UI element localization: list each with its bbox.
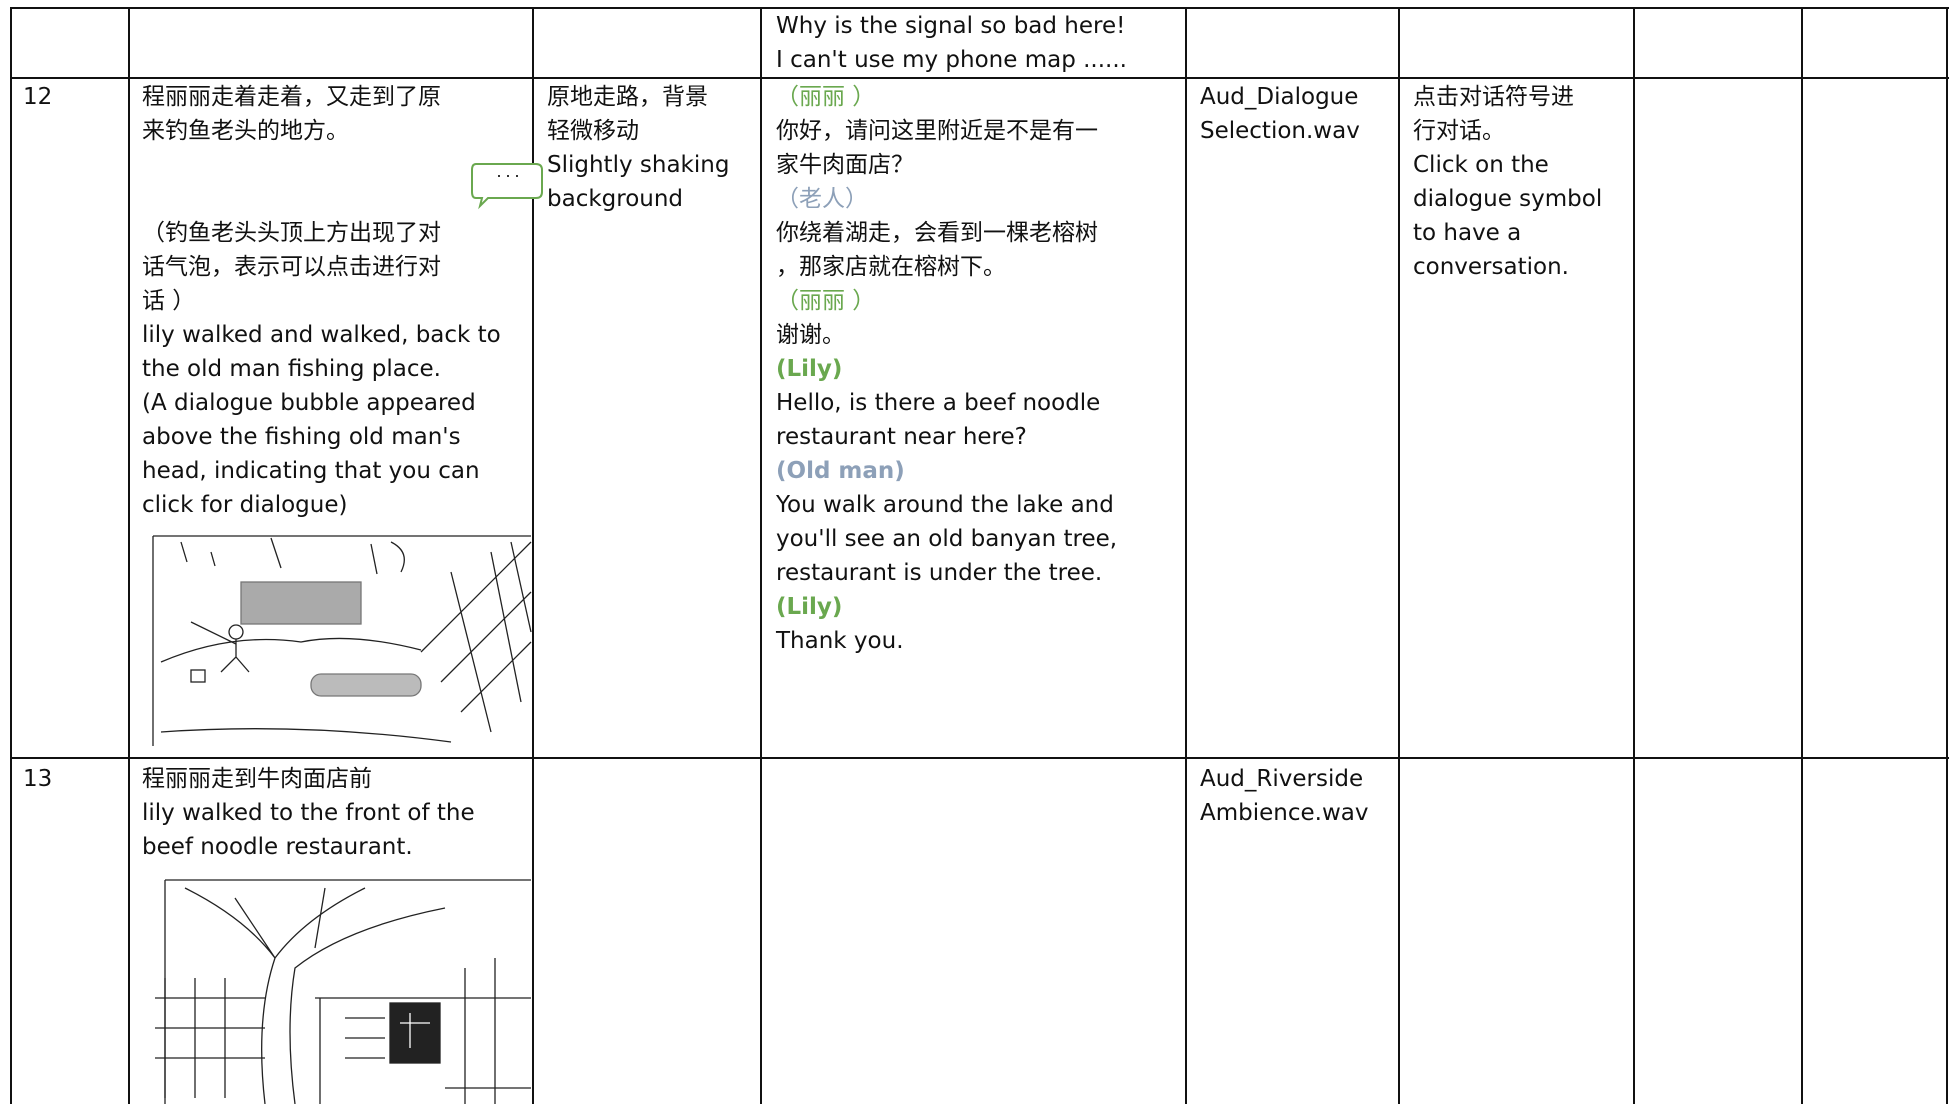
- text-line: Selection.wav: [1200, 118, 1360, 144]
- text-line: （钓鱼老头头顶上方出现了对: [142, 220, 441, 246]
- text-line: I can't use my phone map ......: [776, 47, 1127, 73]
- text-line: restaurant is under the tree.: [776, 560, 1103, 586]
- text-line: head, indicating that you can: [142, 458, 480, 484]
- text-line: lily walked to the front of the: [142, 800, 475, 826]
- text-line: conversation.: [1413, 254, 1569, 280]
- scene-number: 12: [23, 84, 53, 110]
- speaker-label: （丽丽 ）: [776, 288, 876, 314]
- text-line: dialogue symbol: [1413, 186, 1603, 212]
- column-border: [128, 7, 130, 1104]
- column-border: [1801, 7, 1803, 1104]
- text-line: 话气泡，表示可以点击进行对: [142, 254, 441, 280]
- text-line: 你好，请问这里附近是不是有一: [776, 118, 1098, 144]
- text-line: Hello, is there a beef noodle: [776, 390, 1101, 416]
- text-line: beef noodle restaurant.: [142, 834, 413, 860]
- text-line: you'll see an old banyan tree,: [776, 526, 1118, 552]
- text-line: 家牛肉面店？: [776, 152, 914, 178]
- column-border: [1398, 7, 1400, 1104]
- text-line: Thank you.: [776, 628, 904, 654]
- text-line: 来钓鱼老头的地方。: [142, 118, 349, 144]
- column-border: [1185, 7, 1187, 1104]
- text-line: background: [547, 186, 684, 212]
- column-border: [1946, 7, 1948, 1104]
- text-line: Aud_Dialogue: [1200, 84, 1359, 110]
- speaker-label: (Lily): [776, 594, 843, 620]
- description-cell: 程丽丽走着走着，又走到了原 来钓鱼老头的地方。 （钓鱼老头头顶上方出现了对 话气泡，表…: [142, 80, 501, 522]
- text-line: to have a: [1413, 220, 1522, 246]
- speaker-label: （丽丽 ）: [776, 84, 876, 110]
- text-line: 行对话。: [1413, 118, 1505, 144]
- dialogue-cell: （丽丽 ） 你好，请问这里附近是不是有一 家牛肉面店？ （老人） 你绕着湖走，会看到一棵…: [776, 80, 1117, 658]
- text-line: ，那家店就在榕树下。: [776, 254, 1006, 280]
- text-line: 程丽丽走着走着，又走到了原: [142, 84, 441, 110]
- row-border: [10, 7, 1949, 9]
- dialogue-cell: Why is the signal so bad here! I can't us…: [776, 9, 1127, 77]
- text-line: Why is the signal so bad here!: [776, 13, 1126, 39]
- speaker-label: (Old man): [776, 458, 905, 484]
- paragraph: 程丽丽走着走着，又走到了原 来钓鱼老头的地方。: [142, 80, 501, 148]
- speaker-label: (Lily): [776, 356, 843, 382]
- column-border: [532, 7, 534, 1104]
- text-line: Slightly shaking: [547, 152, 730, 178]
- audio-cell: Aud_Riverside Ambience.wav: [1200, 762, 1368, 830]
- text-line: 你绕着湖走，会看到一棵老榕树: [776, 220, 1098, 246]
- row-border: [10, 757, 1949, 759]
- audio-cell: Aud_Dialogue Selection.wav: [1200, 80, 1360, 148]
- column-border: [10, 7, 12, 1104]
- text-line: You walk around the lake and: [776, 492, 1114, 518]
- text-line: 谢谢。: [776, 322, 845, 348]
- text-line: click for dialogue): [142, 492, 348, 518]
- text-line: restaurant near here?: [776, 424, 1027, 450]
- motion-cell: 原地走路，背景 轻微移动 Slightly shaking background: [547, 80, 729, 216]
- text-line: (A dialogue bubble appeared: [142, 390, 476, 416]
- speaker-label: （老人）: [776, 186, 868, 212]
- paragraph: 程丽丽走到牛肉面店前 lily walked to the front of th…: [142, 762, 475, 864]
- scene-number: 13: [23, 766, 53, 792]
- dialogue-bubble-icon: [471, 163, 543, 210]
- paragraph: （钓鱼老头头顶上方出现了对 话气泡，表示可以点击进行对话 ） lily walked…: [142, 216, 501, 522]
- text-line: Click on the: [1413, 152, 1549, 178]
- text-line: 话 ）: [142, 288, 196, 314]
- text-line: 程丽丽走到牛肉面店前: [142, 766, 372, 792]
- text-line: Aud_Riverside: [1200, 766, 1364, 792]
- description-cell: 程丽丽走到牛肉面店前 lily walked to the front of th…: [142, 762, 475, 864]
- interaction-cell: 点击对话符号进 行对话。 Click on the dialogue symbol to…: [1413, 80, 1602, 284]
- text-line: lily walked and walked, back to: [142, 322, 501, 348]
- text-line: Ambience.wav: [1200, 800, 1369, 826]
- column-border: [1633, 7, 1635, 1104]
- column-border: [760, 7, 762, 1104]
- sketch-fishing-place: [152, 535, 532, 746]
- text-line: 轻微移动: [547, 118, 639, 144]
- text-line: 原地走路，背景: [547, 84, 708, 110]
- row-border: [10, 77, 1949, 79]
- sketch-restaurant: [155, 879, 531, 1104]
- text-line: above the fishing old man's: [142, 424, 461, 450]
- text-line: the old man fishing place.: [142, 356, 441, 382]
- text-line: 点击对话符号进: [1413, 84, 1574, 110]
